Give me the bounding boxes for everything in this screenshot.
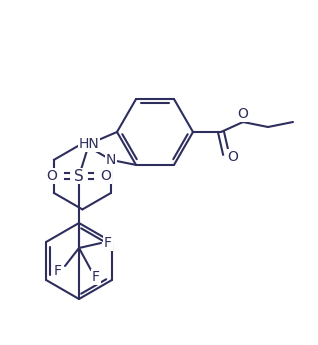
- Text: F: F: [104, 236, 112, 250]
- Text: F: F: [92, 270, 100, 284]
- Text: O: O: [46, 169, 58, 183]
- Text: O: O: [238, 107, 248, 121]
- Text: F: F: [54, 264, 62, 278]
- Text: O: O: [228, 150, 238, 164]
- Text: O: O: [100, 169, 111, 183]
- Text: HN: HN: [79, 137, 99, 151]
- Text: N: N: [106, 153, 116, 167]
- Text: S: S: [74, 168, 84, 184]
